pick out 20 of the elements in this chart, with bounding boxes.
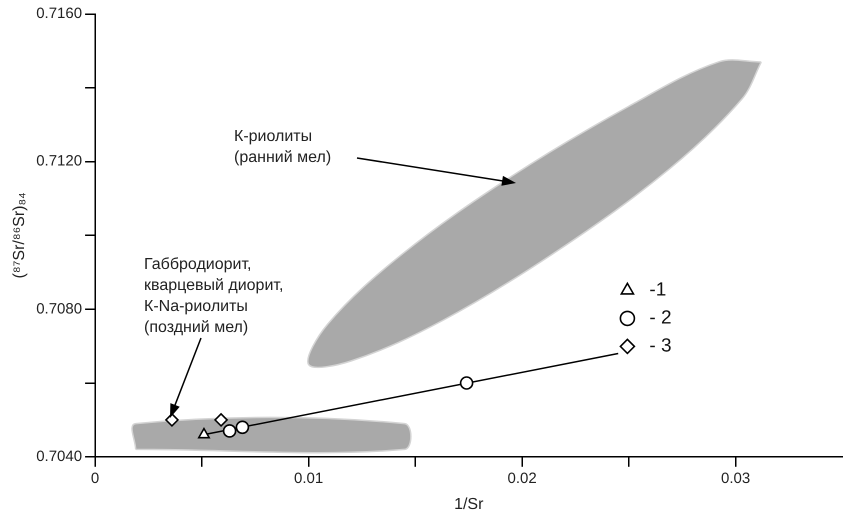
y-tick-label: 0.7080 (36, 300, 82, 318)
x-tick-label: 0 (90, 470, 100, 487)
annotation: К-риолиты (ранний мел) (234, 127, 332, 168)
y-tick-label: 0.7040 (36, 448, 82, 465)
x-tick-label: 0.03 (721, 470, 750, 487)
legend-label: - 3 (649, 336, 672, 357)
legend-label: -1 (649, 280, 666, 301)
y-tick-label: 0.7160 (36, 5, 82, 22)
annotation: Габбродиорит, кварцевый диорит, К-Na-риолиты (поздний мел) (144, 255, 284, 338)
point (214, 413, 228, 427)
y-axis-title: (⁸⁷Sr/⁸⁶Sr)₈₄ (11, 192, 28, 278)
x-tick-label: 0.02 (508, 470, 537, 487)
legend-label: - 2 (649, 308, 672, 329)
point (460, 376, 474, 390)
point (222, 424, 236, 438)
y-tick-label: 0.7120 (36, 152, 82, 170)
point (165, 413, 179, 427)
point (236, 420, 250, 434)
x-axis-title: 1/Sr (454, 496, 484, 513)
x-tick-label: 0.01 (294, 470, 324, 487)
